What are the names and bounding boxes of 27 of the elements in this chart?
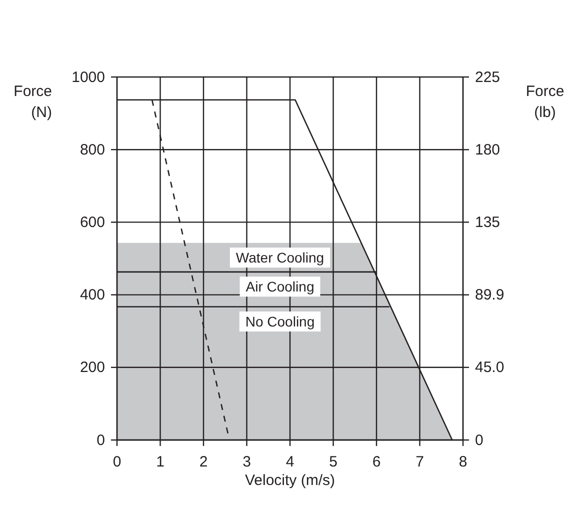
y-tick-label: 0	[96, 432, 105, 449]
y-tick-label: 600	[80, 214, 105, 231]
y2-tick-label: 225	[475, 68, 500, 86]
x-tick-label: 2	[199, 454, 208, 471]
y2-tick-label: 180	[475, 141, 500, 158]
x-tick-label: 6	[372, 454, 381, 471]
series-label: Air Cooling	[246, 278, 314, 295]
x-tick-label: 0	[112, 454, 122, 471]
x-tick-label: 1	[156, 454, 164, 471]
series-label: Water Cooling	[236, 250, 324, 266]
series-label: No Cooling	[245, 313, 315, 330]
x-tick-label: 5	[329, 454, 338, 471]
x-axis-title: Velocity (m/s)	[244, 472, 336, 489]
y2-axis-title: Force (lb)	[526, 83, 564, 121]
x-tick-label: 8	[458, 454, 468, 471]
y-axis-title: Force (N)	[14, 83, 52, 121]
y-tick-label: 200	[80, 359, 105, 376]
x-tick-label: 3	[242, 454, 251, 471]
y2-tick-label: 45.0	[475, 359, 504, 376]
x-tick-label: 7	[416, 454, 424, 471]
y-tick-label: 1000	[72, 68, 105, 86]
y-tick-label: 400	[80, 286, 105, 304]
x-tick-label: 4	[286, 454, 294, 471]
y2-tick-label: 135	[475, 214, 500, 231]
y2-tick-label: 89.9	[475, 286, 504, 304]
y-tick-label: 800	[80, 141, 105, 158]
y2-tick-label: 0	[475, 432, 484, 449]
